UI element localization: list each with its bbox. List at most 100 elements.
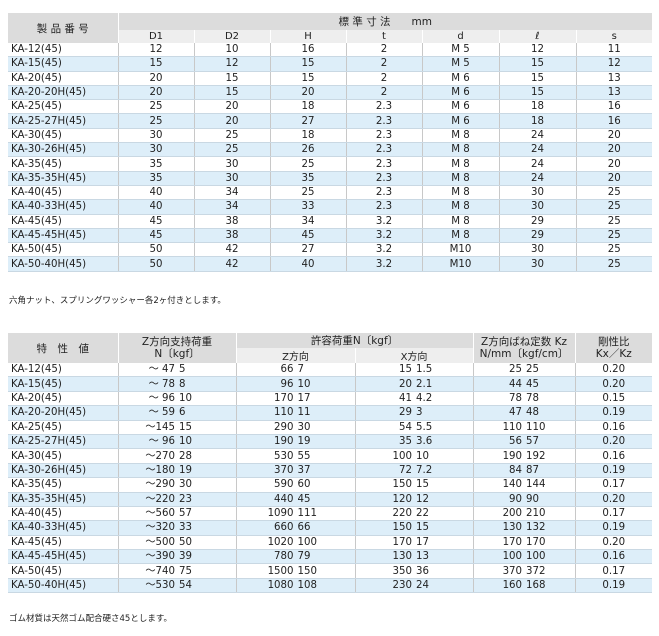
product-number-cell: KA-40-33H(45) <box>8 199 118 215</box>
allowable-z-cell: 1080 108 <box>235 578 355 594</box>
dimension-cell: 30 <box>117 128 194 144</box>
allowable-x-n-value: 230 <box>392 580 412 592</box>
spring-constant-cell: 110 110 <box>472 420 576 435</box>
dimension-cell: 15 <box>117 56 194 72</box>
spring-constant-kgf-value: 90 <box>526 493 539 505</box>
allowable-z-cell: 1090 111 <box>235 506 355 522</box>
allowable-x-kgf-value: 1.5 <box>416 364 433 376</box>
product-number-cell: KA-20-20H(45) <box>8 405 118 421</box>
spring-constant-kgf-value: 110 <box>526 421 546 433</box>
z-support-load-cell: ～500 50 <box>117 535 236 551</box>
z-support-load-kgf-value: 54 <box>179 580 192 592</box>
z-direction-header: Z方向 <box>235 348 355 363</box>
dimension-cell: 15 <box>498 56 576 72</box>
spring-constant-cell: 47 48 <box>472 405 576 421</box>
allowable-x-n-value: 54 <box>399 421 412 433</box>
z-support-load-kgf-value: 10 <box>179 392 192 404</box>
z-support-load-n-value: ～740 <box>145 565 175 577</box>
spring-constant-kgf-value: 25 <box>526 364 539 376</box>
allowable-z-cell: 370 37 <box>235 463 355 479</box>
stiffness-ratio-cell: 0.20 <box>574 492 653 507</box>
dimension-cell: 10 <box>193 43 270 58</box>
table-row: KA-25-27H(45) ～ 96 10 190 19 35 3.6 56 57 0.20 <box>8 434 653 450</box>
allowable-z-n-value: 1090 <box>267 508 294 520</box>
allowable-x-kgf-value: 3 <box>416 407 423 419</box>
spring-constant-n-value: 100 <box>502 551 523 563</box>
dimension-cell: M 6 <box>421 85 499 101</box>
dimension-cell: 20 <box>575 128 653 144</box>
allowable-x-kgf-value: 15 <box>416 479 429 491</box>
z-support-load-cell: ～180 19 <box>117 463 236 479</box>
table-row: KA-12(45) ～ 47 5 66 7 15 1.5 25 25 0.20 <box>8 363 653 378</box>
spring-constant-n-value: 110 <box>502 421 523 433</box>
spring-constant-kgf-value: 100 <box>526 551 546 563</box>
product-number-cell: KA-35(45) <box>8 477 118 493</box>
spring-constant-kgf-value: 210 <box>526 508 546 520</box>
dimension-cell: 18 <box>498 113 576 129</box>
allowable-z-kgf-value: 17 <box>297 392 311 404</box>
z-support-load-cell: ～320 33 <box>117 520 236 536</box>
dimension-cell: M 8 <box>421 199 499 215</box>
table-row: KA-40-33H(45) ～320 33 660 66 150 15 130 132 0.19 <box>8 520 653 536</box>
z-support-load-cell: ～145 15 <box>117 420 236 435</box>
dimension-cell: 27 <box>269 113 346 129</box>
dimension-cell: 3.2 <box>345 256 422 272</box>
allowable-z-n-value: 170 <box>274 392 294 404</box>
spring-constant-cell: 90 90 <box>472 492 576 507</box>
dimension-cell: 15 <box>269 71 346 86</box>
z-support-load-n-value: ～500 <box>145 536 175 548</box>
stiffness-ratio-cell: 0.20 <box>574 434 653 450</box>
allowable-x-n-value: 150 <box>392 522 412 534</box>
table-row: KA-25(45) ～145 15 290 30 54 5.5 110 110 0.16 <box>8 420 653 435</box>
allowable-z-cell: 440 45 <box>235 492 355 507</box>
allowable-z-n-value: 290 <box>274 421 294 433</box>
allowable-x-n-value: 150 <box>392 479 412 491</box>
dimension-cell: 12 <box>498 43 576 58</box>
allowable-z-kgf-value: 7 <box>297 364 304 376</box>
product-number-cell: KA-45(45) <box>8 214 118 229</box>
z-support-load-n-value: ～180 <box>145 464 175 476</box>
table2-note: ゴム材質は天然ゴム配合硬さ45とします。 <box>9 614 172 624</box>
allowable-z-cell: 590 60 <box>235 477 355 493</box>
table-row: KA-40-33H(45) 40 34 33 2.3 M 8 30 25 <box>8 199 653 215</box>
dimension-cell: 30 <box>498 256 576 272</box>
z-support-load-kgf-value: 23 <box>179 493 192 505</box>
allowable-x-n-value: 220 <box>392 508 412 520</box>
table-row: KA-15(45) 15 12 15 2 M 5 15 12 <box>8 56 653 72</box>
z-support-load-cell: ～ 47 5 <box>117 363 236 378</box>
dimension-cell: 30 <box>498 242 576 258</box>
dimension-cell: 2 <box>345 71 422 86</box>
allowable-z-kgf-value: 79 <box>297 551 311 563</box>
z-support-load-cell: ～ 96 10 <box>117 391 236 407</box>
table-row: KA-50(45) ～740 75 1500 150 350 36 370 372 0.17 <box>8 563 653 579</box>
stiffness-ratio-cell: 0.20 <box>574 376 653 392</box>
allowable-z-kgf-value: 19 <box>297 436 311 448</box>
z-support-load-cell: ～560 57 <box>117 506 236 522</box>
dimension-cell: 3.2 <box>345 228 422 244</box>
table-row: KA-45-45H(45) 45 38 45 3.2 M 8 29 25 <box>8 228 653 244</box>
allowable-x-cell: 29 3 <box>354 405 474 421</box>
dimension-cell: 18 <box>498 99 576 115</box>
z-support-load-cell: ～ 59 6 <box>117 405 236 421</box>
dimension-cell: 30 <box>498 185 576 201</box>
z-support-load-n-value: ～145 <box>145 421 175 433</box>
dimension-cell: M 5 <box>421 43 499 58</box>
dimension-cell: 2 <box>345 43 422 58</box>
allowable-z-cell: 780 79 <box>235 549 355 565</box>
spring-constant-cell: 56 57 <box>472 434 576 450</box>
allowable-x-kgf-value: 15 <box>416 522 429 534</box>
dimension-cell: 34 <box>193 199 270 215</box>
table-row: KA-25(45) 25 20 18 2.3 M 6 18 16 <box>8 99 653 115</box>
spring-constant-n-value: 130 <box>502 522 523 534</box>
stiffness-ratio-cell: 0.20 <box>574 535 653 551</box>
spring-constant-kgf-value: 48 <box>526 407 539 419</box>
dimension-cell: 38 <box>193 228 270 244</box>
spring-constant-kgf-value: 168 <box>526 580 546 592</box>
allowable-z-kgf-value: 111 <box>297 508 317 520</box>
dimension-cell: M 8 <box>421 214 499 229</box>
dimension-cell: 2 <box>345 85 422 101</box>
dimension-cell: 24 <box>498 142 576 158</box>
allowable-load-header: 許容荷重N〔kgf〕 <box>235 333 474 348</box>
product-number-cell: KA-30(45) <box>8 448 118 464</box>
